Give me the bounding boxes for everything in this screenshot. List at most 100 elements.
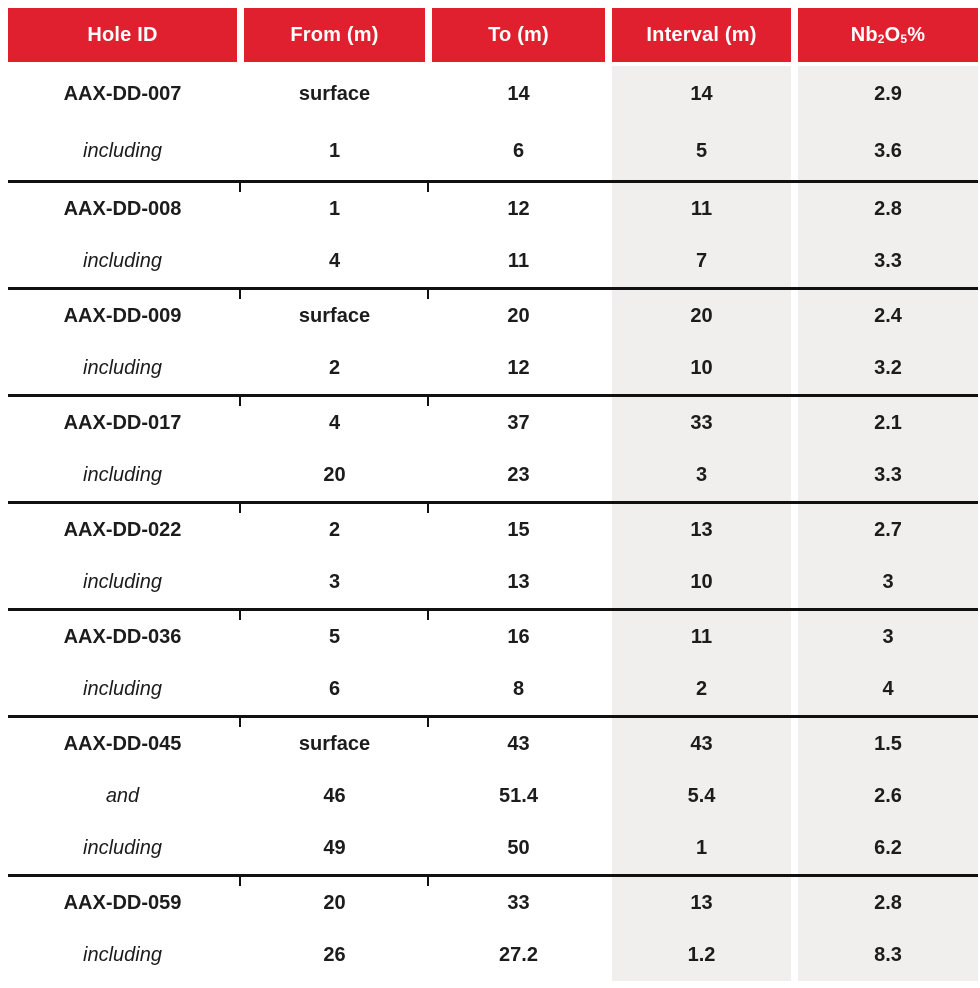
grade-cell: 2.8 [798,877,978,929]
grade-cell: 6.2 [798,822,978,874]
interval-cell: 10 [612,556,791,608]
column-header-from: From (m) [244,8,425,62]
table-row: AAX-DD-022 2 15 13 2.7 [8,504,978,556]
to-cell: 37 [507,411,530,434]
table-row: including 1 6 5 3.6 [8,123,978,180]
qualifier-cell: including [83,677,162,700]
from-cell: surface [298,304,371,327]
grade-cell: 3.3 [798,235,978,287]
to-cell: 33 [507,891,530,914]
qualifier-cell: including [83,836,162,859]
nb2o5-part: Nb [850,23,878,46]
hole-id-cell: AAX-DD-017 [63,411,182,434]
qualifier-cell: including [83,356,162,379]
interval-cell: 33 [612,397,791,449]
table-row: including 3 13 10 3 [8,556,978,608]
from-cell: 5 [328,625,341,648]
column-tick [239,877,241,886]
table-row: including 2 12 10 3.2 [8,342,978,394]
header-gap [8,62,978,66]
group-separator-line [8,715,978,727]
to-cell: 15 [507,518,530,541]
table-row: AAX-DD-008 1 12 11 2.8 [8,183,978,235]
column-header-nb2o5: Nb 2 O 5 % [798,8,978,62]
group-separator-line [8,287,978,299]
nb2o5-part: % [907,23,926,46]
from-cell: 4 [328,411,341,434]
from-cell: 3 [328,570,341,593]
column-tick [427,290,429,299]
column-tick [427,183,429,192]
table-row: AAX-DD-036 5 16 11 3 [8,611,978,663]
to-cell: 43 [507,732,530,755]
column-tick [427,718,429,727]
grade-cell: 3 [798,556,978,608]
from-cell: 6 [328,677,341,700]
to-cell: 11 [507,249,530,272]
table-row: including 26 27.2 1.2 8.3 [8,929,978,981]
column-tick [427,397,429,406]
table-row: including 49 50 1 6.2 [8,822,978,874]
to-cell: 51.4 [499,784,538,807]
table-row: AAX-DD-009 surface 20 20 2.4 [8,290,978,342]
to-cell: 6 [512,140,525,162]
qualifier-cell: including [83,943,162,966]
interval-cell: 13 [612,504,791,556]
group-separator-line [8,608,978,620]
hole-id-cell: AAX-DD-022 [63,518,182,541]
grade-cell: 2.4 [798,290,978,342]
column-tick [239,504,241,513]
table-header-row: Hole ID From (m) To (m) Interval (m) Nb 2… [8,8,978,62]
table-row: including 6 8 2 4 [8,663,978,715]
group-separator-line [8,501,978,513]
to-cell: 13 [507,570,530,593]
column-header-hole-id: Hole ID [8,8,237,62]
from-cell: 1 [328,197,341,220]
hole-id-cell: AAX-DD-009 [63,304,182,327]
interval-cell: 1 [612,822,791,874]
column-tick [427,504,429,513]
from-cell: 20 [323,891,346,914]
column-header-to: To (m) [432,8,605,62]
interval-cell: 13 [612,877,791,929]
column-tick [239,718,241,727]
group-separator-line [8,874,978,886]
from-cell: 2 [328,356,341,379]
drill-results-table: Hole ID From (m) To (m) Interval (m) Nb 2… [8,8,978,981]
to-cell: 50 [507,836,530,859]
hole-id-cell: AAX-DD-059 [63,891,182,914]
interval-cell: 20 [612,290,791,342]
interval-cell: 5.4 [612,770,791,822]
interval-cell: 43 [612,718,791,770]
interval-cell: 5 [612,123,791,180]
grade-cell: 2.1 [798,397,978,449]
table-row: AAX-DD-017 4 37 33 2.1 [8,397,978,449]
to-cell: 20 [507,304,530,327]
hole-id-cell: AAX-DD-045 [63,732,182,755]
from-cell: surface [298,83,371,105]
from-cell: 1 [328,140,341,162]
grade-cell: 3.3 [798,449,978,501]
grade-cell: 2.7 [798,504,978,556]
nb2o5-part: O [884,23,901,46]
grade-cell: 4 [798,663,978,715]
group-separator-line [8,180,978,192]
interval-cell: 14 [612,66,791,123]
column-tick [427,877,429,886]
interval-cell: 10 [612,342,791,394]
grade-cell: 2.9 [798,66,978,123]
grade-cell: 8.3 [798,929,978,981]
grade-cell: 2.8 [798,183,978,235]
column-tick [239,183,241,192]
to-cell: 14 [507,83,530,105]
from-cell: 49 [323,836,346,859]
from-cell: surface [298,732,371,755]
interval-cell: 11 [612,183,791,235]
from-cell: 2 [328,518,341,541]
column-tick [239,611,241,620]
qualifier-cell: including [83,463,162,486]
grade-cell: 3 [798,611,978,663]
interval-cell: 2 [612,663,791,715]
hole-id-cell: AAX-DD-036 [63,625,182,648]
column-header-interval: Interval (m) [612,8,791,62]
